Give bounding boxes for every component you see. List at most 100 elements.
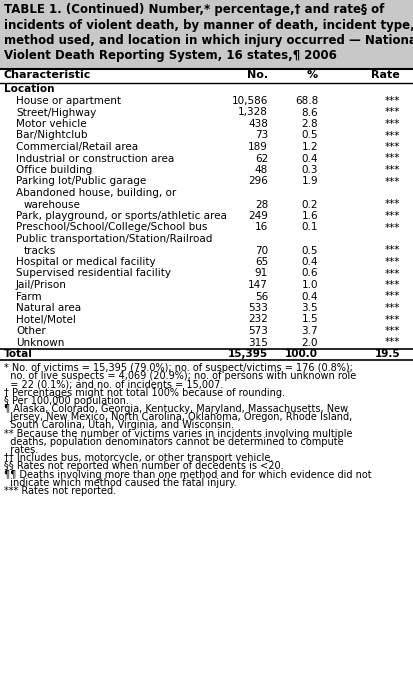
- Text: %: %: [307, 70, 318, 81]
- Text: 3.7: 3.7: [301, 326, 318, 336]
- Text: 16: 16: [255, 223, 268, 232]
- Text: 0.6: 0.6: [301, 268, 318, 279]
- Bar: [0, 0, 413, 68]
- Text: 1.0: 1.0: [301, 280, 318, 290]
- Text: Supervised residential facility: Supervised residential facility: [16, 268, 171, 279]
- Text: 70: 70: [255, 245, 268, 255]
- Text: 28: 28: [255, 199, 268, 210]
- Text: warehouse: warehouse: [24, 199, 81, 210]
- Text: 91: 91: [255, 268, 268, 279]
- Text: no. of live suspects = 4,069 (20.9%); no. of persons with unknown role: no. of live suspects = 4,069 (20.9%); no…: [4, 371, 356, 381]
- Text: 315: 315: [248, 337, 268, 348]
- Text: 62: 62: [255, 154, 268, 163]
- Text: ***: ***: [385, 176, 400, 186]
- Text: ¶¶ Deaths involving more than one method and for which evidence did not: ¶¶ Deaths involving more than one method…: [4, 470, 372, 479]
- Text: 249: 249: [248, 211, 268, 221]
- Text: 296: 296: [248, 176, 268, 186]
- Text: Motor vehicle: Motor vehicle: [16, 119, 87, 129]
- Text: ***: ***: [385, 292, 400, 301]
- Text: Characteristic: Characteristic: [4, 70, 91, 81]
- Text: ***: ***: [385, 245, 400, 255]
- Text: 438: 438: [248, 119, 268, 129]
- Text: 1.6: 1.6: [301, 211, 318, 221]
- Text: 56: 56: [255, 292, 268, 301]
- Text: 189: 189: [248, 142, 268, 152]
- Text: †† Includes bus, motorcycle, or other transport vehicle.: †† Includes bus, motorcycle, or other tr…: [4, 454, 273, 463]
- Text: Street/Highway: Street/Highway: [16, 107, 96, 117]
- Text: 533: 533: [248, 303, 268, 313]
- Text: 0.1: 0.1: [301, 223, 318, 232]
- Text: rates.: rates.: [4, 445, 38, 455]
- Text: Other: Other: [16, 326, 46, 336]
- Text: 1.9: 1.9: [301, 176, 318, 186]
- Text: 1.2: 1.2: [301, 142, 318, 152]
- Text: 15,395: 15,395: [228, 349, 268, 359]
- Text: ***: ***: [385, 107, 400, 117]
- Text: ***: ***: [385, 337, 400, 348]
- Text: Hospital or medical facility: Hospital or medical facility: [16, 257, 156, 267]
- Text: Bar/Nightclub: Bar/Nightclub: [16, 130, 88, 141]
- Text: 573: 573: [248, 326, 268, 336]
- Text: 1,328: 1,328: [238, 107, 268, 117]
- Text: Jersey, New Mexico, North Carolina, Oklahoma, Oregon, Rhode Island,: Jersey, New Mexico, North Carolina, Okla…: [4, 413, 352, 422]
- Text: tracks: tracks: [24, 245, 56, 255]
- Text: 48: 48: [255, 165, 268, 175]
- Text: Preschool/School/College/School bus: Preschool/School/College/School bus: [16, 223, 207, 232]
- Text: ¶ Alaska, Colorado, Georgia, Kentucky, Maryland, Massachusetts, New: ¶ Alaska, Colorado, Georgia, Kentucky, M…: [4, 404, 348, 414]
- Text: 73: 73: [255, 130, 268, 141]
- Text: ***: ***: [385, 326, 400, 336]
- Text: ***: ***: [385, 165, 400, 175]
- Text: ***: ***: [385, 142, 400, 152]
- Text: 19.5: 19.5: [374, 349, 400, 359]
- Text: ** Because the number of victims varies in incidents involving multiple: ** Because the number of victims varies …: [4, 429, 353, 438]
- Text: ***: ***: [385, 96, 400, 106]
- Text: 147: 147: [248, 280, 268, 290]
- Text: 10,586: 10,586: [232, 96, 268, 106]
- Text: 0.2: 0.2: [301, 199, 318, 210]
- Text: §§ Rates not reported when number of decedents is <20.: §§ Rates not reported when number of dec…: [4, 462, 284, 471]
- Text: § Per 100,000 population.: § Per 100,000 population.: [4, 396, 129, 406]
- Text: ***: ***: [385, 119, 400, 129]
- Text: Hotel/Motel: Hotel/Motel: [16, 314, 76, 324]
- Text: 0.4: 0.4: [301, 292, 318, 301]
- Text: Office building: Office building: [16, 165, 92, 175]
- Text: deaths, population denominators cannot be determined to compute: deaths, population denominators cannot b…: [4, 437, 344, 447]
- Text: South Carolina, Utah, Virginia, and Wisconsin.: South Carolina, Utah, Virginia, and Wisc…: [4, 421, 234, 430]
- Text: Commercial/Retail area: Commercial/Retail area: [16, 142, 138, 152]
- Text: ***: ***: [385, 154, 400, 163]
- Text: = 22 (0.1%); and no. of incidents = 15,007.: = 22 (0.1%); and no. of incidents = 15,0…: [4, 379, 223, 389]
- Text: Parking lot/Public garage: Parking lot/Public garage: [16, 176, 146, 186]
- Text: * No. of victims = 15,395 (79.0%); no. of suspect/victims = 176 (0.8%);: * No. of victims = 15,395 (79.0%); no. o…: [4, 363, 353, 373]
- Text: 68.8: 68.8: [295, 96, 318, 106]
- Text: 2.8: 2.8: [301, 119, 318, 129]
- Text: Industrial or construction area: Industrial or construction area: [16, 154, 174, 163]
- Text: ***: ***: [385, 223, 400, 232]
- Text: Unknown: Unknown: [16, 337, 64, 348]
- Text: 232: 232: [248, 314, 268, 324]
- Text: 100.0: 100.0: [285, 349, 318, 359]
- Text: indicate which method caused the fatal injury.: indicate which method caused the fatal i…: [4, 478, 237, 488]
- Text: Abandoned house, building, or: Abandoned house, building, or: [16, 188, 176, 198]
- Text: No.: No.: [247, 70, 268, 81]
- Text: Rate: Rate: [371, 70, 400, 81]
- Text: Farm: Farm: [16, 292, 42, 301]
- Text: ***: ***: [385, 268, 400, 279]
- Text: 0.4: 0.4: [301, 257, 318, 267]
- Text: TABLE 1. (Continued) Number,* percentage,† and rate§ of
incidents of violent dea: TABLE 1. (Continued) Number,* percentage…: [4, 3, 413, 63]
- Text: Natural area: Natural area: [16, 303, 81, 313]
- Text: House or apartment: House or apartment: [16, 96, 121, 106]
- Text: ***: ***: [385, 303, 400, 313]
- Text: ***: ***: [385, 314, 400, 324]
- Text: 3.5: 3.5: [301, 303, 318, 313]
- Text: 0.5: 0.5: [301, 130, 318, 141]
- Text: † Percentages might not total 100% because of rounding.: † Percentages might not total 100% becau…: [4, 387, 285, 398]
- Text: ***: ***: [385, 211, 400, 221]
- Text: Total: Total: [4, 349, 33, 359]
- Text: 0.3: 0.3: [301, 165, 318, 175]
- Text: 0.5: 0.5: [301, 245, 318, 255]
- Text: Public transportation/Station/Railroad: Public transportation/Station/Railroad: [16, 234, 212, 244]
- Text: Location: Location: [4, 85, 55, 94]
- Text: 65: 65: [255, 257, 268, 267]
- Text: ***: ***: [385, 199, 400, 210]
- Text: 0.4: 0.4: [301, 154, 318, 163]
